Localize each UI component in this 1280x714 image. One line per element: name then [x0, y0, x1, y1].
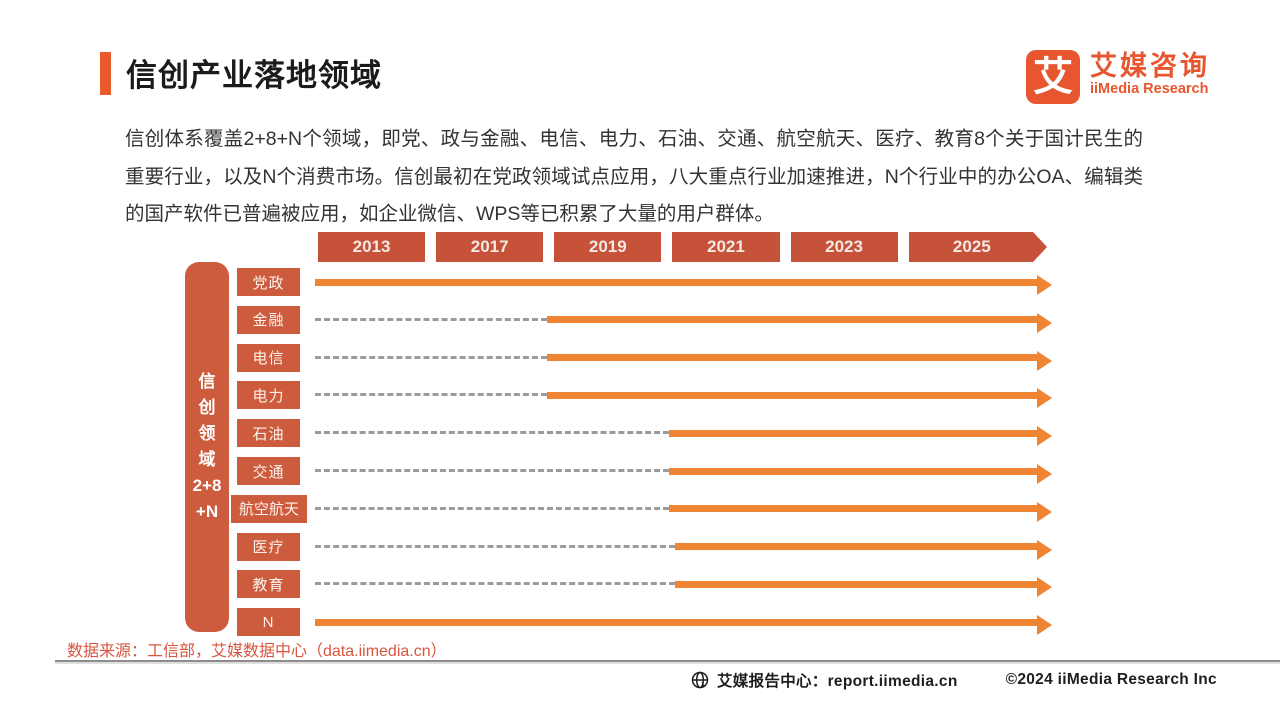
arrow-head-icon [1036, 426, 1052, 447]
pre-adoption-dashed-line [315, 317, 548, 321]
pre-adoption-dashed-line [315, 469, 669, 472]
year-box-2025: 2025 [909, 232, 1047, 262]
adoption-arrow-党政 [315, 275, 1052, 295]
row-track-教育 [315, 570, 1052, 598]
group-pill-line: 2+8 [192, 476, 222, 495]
pre-adoption-dashed-line [315, 582, 675, 586]
group-pill: 信创领域 2+8 +N [185, 262, 229, 632]
data-source-note: 数据来源：工信部，艾媒数据中心（data.iimedia.cn） [67, 643, 447, 660]
description-text: 信创体系覆盖2+8+N个领域，即党、政与金融、电信、电力、石油、交通、航空航天、… [125, 128, 1143, 225]
row-track-党政 [315, 268, 1052, 296]
row-track-石油 [315, 419, 1052, 447]
adoption-arrow-电力 [547, 388, 1052, 409]
adoption-arrow-电信 [547, 350, 1052, 371]
arrow-head-icon [1036, 350, 1052, 371]
imedia-logo: 艾 艾媒咨询 iiMedia Research [1026, 50, 1210, 104]
row-label-医疗: 医疗 [237, 532, 300, 561]
row-label-金融: 金融 [237, 305, 300, 334]
pre-adoption-dashed-line [315, 393, 548, 397]
arrow-head-icon [1036, 577, 1052, 598]
row-track-N [315, 608, 1052, 636]
adoption-arrow-石油 [668, 426, 1052, 447]
year-box-2019: 2019 [554, 232, 662, 262]
group-pill-label: 信创领域 2+8 +N [193, 369, 222, 525]
group-pill-line: 创 [198, 398, 216, 417]
logo-name-cn: 艾媒咨询 [1090, 51, 1210, 81]
arrow-head-icon [1036, 464, 1052, 484]
row-label-教育: 教育 [237, 570, 300, 599]
adoption-arrow-教育 [674, 577, 1052, 598]
globe-icon [691, 671, 709, 689]
row-track-医疗 [315, 533, 1052, 561]
row-track-交通 [315, 457, 1052, 485]
row-label-石油: 石油 [237, 419, 300, 448]
pre-adoption-dashed-line [315, 431, 669, 435]
row-track-电信 [315, 344, 1052, 372]
year-box-2023: 2023 [790, 232, 898, 262]
footer: 艾媒报告中心：report.iimedia.cn ©2024 iiMedia R… [690, 669, 1230, 691]
footer-divider [55, 660, 1280, 662]
row-track-金融 [315, 306, 1052, 334]
row-label-交通: 交通 [237, 457, 300, 485]
year-axis: 2013 2017 2019 2021 2023 2025 [318, 232, 1047, 262]
arrow-head-icon [1037, 615, 1052, 636]
group-pill-line: 域 [198, 450, 216, 469]
arrow-head-icon [1036, 312, 1052, 333]
adoption-arrow-航空航天 [668, 501, 1052, 522]
title-accent-bar [100, 52, 111, 95]
group-pill-line: 信 [198, 372, 216, 391]
footer-copyright: ©2024 iiMedia Research Inc [1005, 671, 1217, 688]
row-track-航空航天 [315, 495, 1052, 523]
adoption-arrow-交通 [668, 464, 1052, 484]
arrow-head-icon [1036, 501, 1052, 522]
imedia-logo-icon: 艾 [1026, 50, 1080, 104]
group-pill-line: +N [195, 502, 219, 521]
year-box-2021: 2021 [672, 232, 780, 262]
pre-adoption-dashed-line [315, 506, 669, 510]
adoption-arrow-医疗 [674, 539, 1052, 560]
year-box-2017: 2017 [436, 232, 544, 262]
year-box-2013: 2013 [318, 232, 426, 262]
row-label-电信: 电信 [237, 343, 300, 372]
row-label-电力: 电力 [237, 381, 300, 410]
row-label-党政: 党政 [237, 268, 300, 296]
pre-adoption-dashed-line [315, 544, 675, 548]
row-track-电力 [315, 381, 1052, 409]
pre-adoption-dashed-line [315, 355, 548, 359]
row-label-航空航天: 航空航天 [231, 494, 307, 523]
arrow-head-icon [1037, 275, 1052, 295]
row-label-N: N [237, 608, 300, 637]
arrow-head-icon [1036, 388, 1052, 409]
page-title: 信创产业落地领域 [126, 58, 382, 93]
arrow-head-icon [1036, 539, 1052, 560]
logo-name-en: iiMedia Research [1090, 81, 1209, 98]
adoption-arrow-N [315, 615, 1052, 636]
group-pill-line: 领 [198, 424, 216, 443]
adoption-arrow-金融 [547, 312, 1052, 333]
footer-report-center: 艾媒报告中心：report.iimedia.cn [717, 673, 958, 690]
